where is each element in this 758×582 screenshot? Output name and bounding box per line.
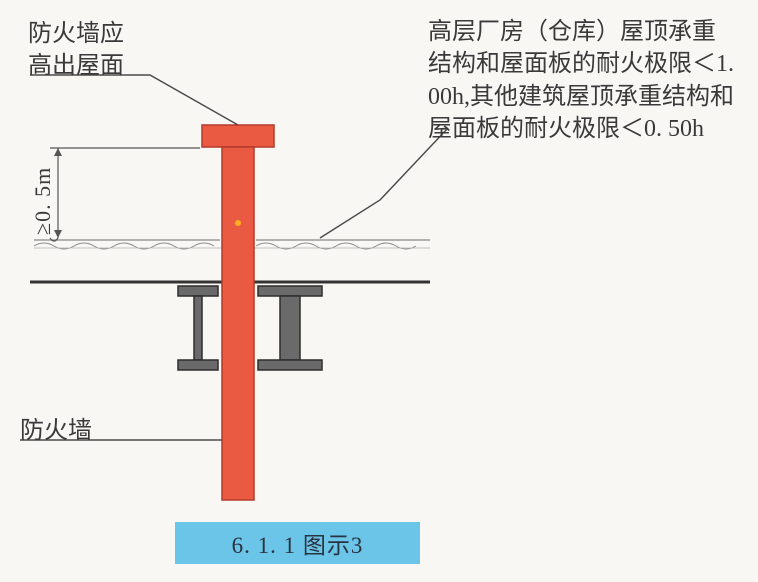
label-firewall-above-roof: 防火墙应 高出屋面 — [28, 18, 124, 83]
wall-dot — [235, 220, 241, 226]
caption-text: 6. 1. 1 图示3 — [232, 526, 364, 560]
firewall — [202, 125, 274, 500]
dimension-marks — [50, 148, 200, 241]
figure-caption: 6. 1. 1 图示3 — [175, 522, 420, 564]
label-firewall: 防火墙 — [20, 410, 92, 445]
label-line1: 防火墙应 — [28, 21, 124, 47]
label-line2: 高出屋面 — [28, 53, 124, 79]
dimension-text: ≥0. 5m — [30, 167, 56, 235]
label-roof-fire-resistance: 高层厂房（仓库）屋顶承重结构和屋面板的耐火极限＜1. 00h,其他建筑屋顶承重结… — [428, 16, 738, 146]
